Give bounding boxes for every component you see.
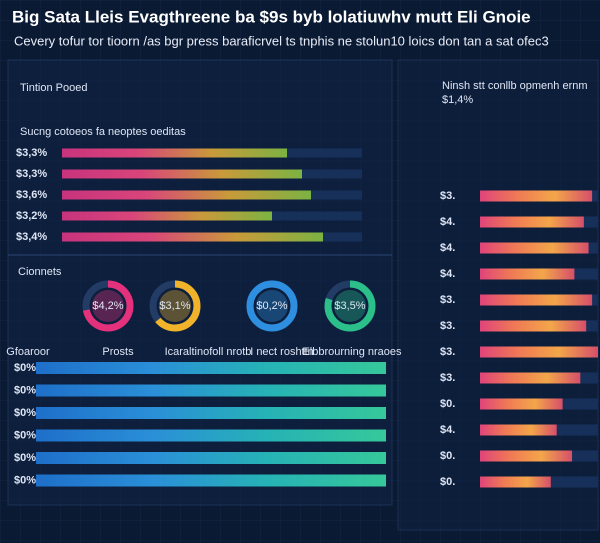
subtitle: Cevery tofur tor tioorn /as bgr press ba… (14, 33, 549, 48)
bar (480, 476, 551, 488)
donut-value: $3,1% (159, 300, 190, 312)
category-label: $0. (440, 398, 455, 410)
category-label: $0% (14, 429, 36, 441)
category-label: $3. (440, 294, 455, 306)
category-label: $0. (440, 476, 455, 488)
bar (36, 407, 386, 419)
bar (62, 232, 323, 242)
bar (36, 362, 386, 374)
category-label: $0% (14, 407, 36, 419)
category-label: $3,6% (16, 189, 47, 201)
donut-value: $3,5% (334, 300, 365, 312)
category-label: $4. (440, 268, 455, 280)
bar (36, 429, 386, 442)
donut-caption: Gfoaroor (6, 346, 50, 358)
bar (480, 450, 573, 462)
bar (62, 169, 302, 179)
chart-subtitle: Sucng cotoeos fa neoptes oeditas (20, 126, 186, 138)
bar (480, 424, 557, 436)
bar (62, 190, 311, 200)
donut-caption: Prosts (102, 346, 134, 358)
donut-caption: Icaraltinofoll nrotb (165, 346, 252, 358)
bar (480, 294, 593, 306)
category-label: $0% (14, 362, 36, 374)
category-label: $3,4% (16, 231, 47, 243)
bar (480, 190, 593, 202)
donut-value: $4,2% (92, 300, 123, 312)
donut-arc (82, 280, 134, 332)
bar (480, 216, 584, 228)
donut-core (334, 290, 366, 322)
bar (36, 474, 386, 487)
chart-subtitle: Ninsh stt conllb opmenh ernm (442, 80, 588, 92)
bar (480, 372, 581, 384)
category-label: $0% (14, 452, 36, 464)
category-label: $3. (440, 372, 455, 384)
category-label: $3,3% (16, 168, 47, 180)
donut-arc (246, 280, 298, 332)
category-label: $4. (440, 216, 455, 228)
chart-title: Cionnets (18, 266, 62, 278)
category-label: $0. (440, 450, 455, 462)
donut-core (256, 290, 288, 322)
category-label: $3. (440, 346, 455, 358)
donut-arc (149, 280, 201, 332)
category-label: $3,3% (16, 147, 47, 159)
bar (36, 384, 386, 397)
category-label: $3. (440, 320, 455, 332)
category-label: $3,2% (16, 210, 47, 222)
category-label: $3. (440, 190, 455, 202)
title: Big Sata Lleis Evagthreene ba $9s byb lo… (12, 7, 531, 26)
bar (480, 242, 589, 254)
bar (62, 211, 272, 221)
donut-core (92, 290, 124, 322)
category-label: $0% (14, 474, 36, 486)
donut-value: $0,2% (256, 300, 287, 312)
category-label: $4. (440, 424, 455, 436)
donut-caption: Elbbrourning nraoes (302, 346, 402, 358)
donut-caption: I nect roshttn (250, 346, 314, 358)
bar (480, 398, 563, 410)
chart-title: Tintion Pooed (20, 82, 87, 94)
bar (62, 148, 287, 158)
donut-core (159, 290, 191, 322)
donut-arc (324, 280, 376, 332)
chart-title: $1,4% (442, 94, 473, 106)
bar (480, 268, 575, 280)
category-label: $4. (440, 242, 455, 254)
bar (480, 346, 598, 358)
category-label: $0% (14, 384, 36, 396)
bar (36, 452, 386, 464)
bar (480, 320, 587, 332)
